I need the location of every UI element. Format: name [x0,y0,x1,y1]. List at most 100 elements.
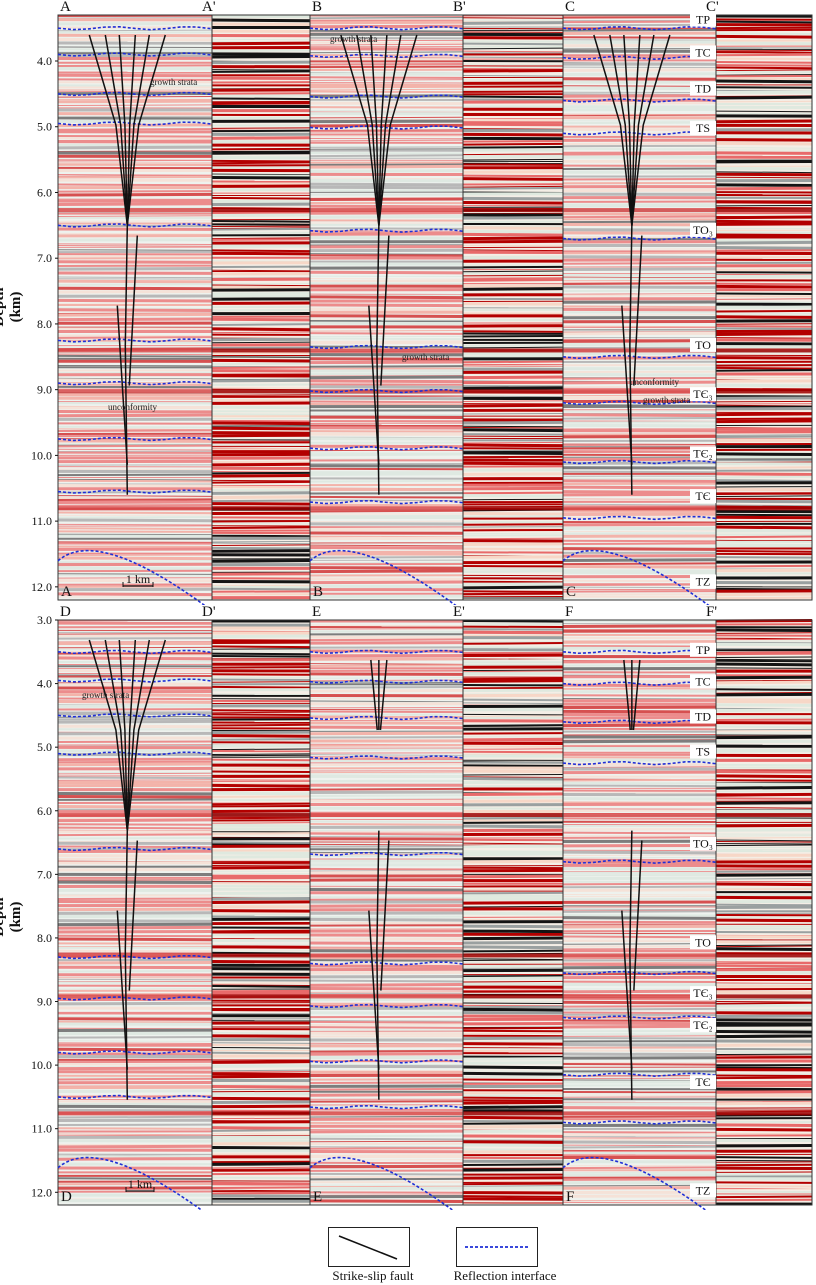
reflection-band [562,477,717,481]
reflection-band [462,42,564,46]
reflection-band [211,116,311,120]
reflection-band [715,77,813,81]
reflection-band [715,1050,813,1054]
section-label-bottom: B [313,584,323,600]
reflection-band [57,145,213,150]
reflection-interface-tz [309,1156,454,1210]
reflection-band [57,592,213,597]
reflection-band [715,667,813,669]
reflection-band [309,360,464,365]
reflection-band [715,79,813,84]
reflection-band [462,47,564,50]
reflection-band [57,969,213,973]
reflection-band [309,197,464,202]
reflection-band [562,961,717,964]
strong-reflector [212,389,310,394]
reflection-band [715,564,813,568]
reflection-band [715,739,813,744]
horizon-label-bg [690,836,716,851]
strike-slip-fault [370,34,380,226]
reflection-band [715,947,813,952]
reflection-band [211,1070,311,1073]
reflection-band [57,260,213,264]
reflection-band [57,697,213,701]
reflection-band [211,213,311,218]
reflection-band [57,772,213,775]
reflection-band [715,452,813,456]
horizon-label-TD: TD [695,710,711,724]
reflection-band [462,278,564,282]
reflection-band [462,375,564,380]
reflection-band [715,807,813,809]
reflection-band [462,874,564,879]
reflection-band [462,249,564,252]
reflection-band [462,142,564,146]
horizon-label-TЄ: TЄ [695,1075,710,1089]
reflection-interface [562,98,717,103]
reflection-band [562,417,717,420]
reflection-band [57,104,213,106]
reflection-band [309,437,464,441]
reflection-band [715,1093,813,1098]
reflection-band [462,441,564,444]
reflection-band [462,386,564,390]
reflection-interface [309,446,464,451]
reflection-band [211,41,311,46]
reflection-band [309,479,464,483]
strike-slip-fault [126,639,137,831]
seismic-panel-F-interpreted [562,619,717,1206]
bottom-panel-group: D D' D E E' E F F' F 3.0 4.0 5.0 6.0 7.0 8.0 9.0 10.0 11.… [0,605,816,1210]
reflection-band [462,980,564,983]
reflection-band [309,904,464,908]
section-label-start: D [60,605,71,620]
reflection-band [211,681,311,683]
reflection-band [309,580,464,585]
reflection-band [211,822,311,824]
reflection-interface [309,228,464,233]
seismic-panel-D-raw [211,619,311,1206]
reflection-band [57,336,213,339]
reflection-band [462,852,564,857]
strong-reflector [310,506,463,511]
reflection-interface [562,26,717,31]
reflection-band [211,175,311,180]
reflection-band [57,128,213,131]
reflection-band [715,327,813,331]
reflection-band [462,302,564,306]
reflection-band [211,587,311,591]
strong-reflector [212,506,310,511]
seismic-panel-B-interpreted [309,14,464,601]
reflection-band [562,294,717,297]
reflection-band [562,325,717,328]
reflection-band [309,1121,464,1125]
reflection-band [57,378,213,382]
reflection-band [309,1081,464,1084]
strong-reflector [310,208,463,213]
reflection-band [715,34,813,39]
reflection-band [462,1140,564,1144]
reflection-band [462,585,564,590]
reflection-band [715,658,813,661]
reflection-interface-tz [57,1156,203,1210]
reflection-band [309,15,464,18]
reflection-band [57,1134,213,1137]
seismic-panel-A-interpreted [57,14,213,601]
reflection-band [57,1020,213,1024]
reflection-band [211,950,311,952]
reflection-band [211,634,311,639]
horizon-label-TЄ₃: TЄ₃ [693,387,712,401]
reflection-interface-tz [57,549,206,605]
reflection-band [462,334,564,338]
reflection-band [715,323,813,325]
reflection-band [462,1049,564,1053]
reflection-band [715,66,813,70]
reflection-band [309,340,464,345]
reflection-band [562,314,717,316]
reflection-band [562,957,717,960]
reflection-band [211,698,311,700]
reflection-band [57,174,213,177]
reflection-band [462,1026,564,1030]
reflection-band [57,500,213,504]
section-label-start: C [565,0,575,15]
reflection-band [57,633,213,635]
